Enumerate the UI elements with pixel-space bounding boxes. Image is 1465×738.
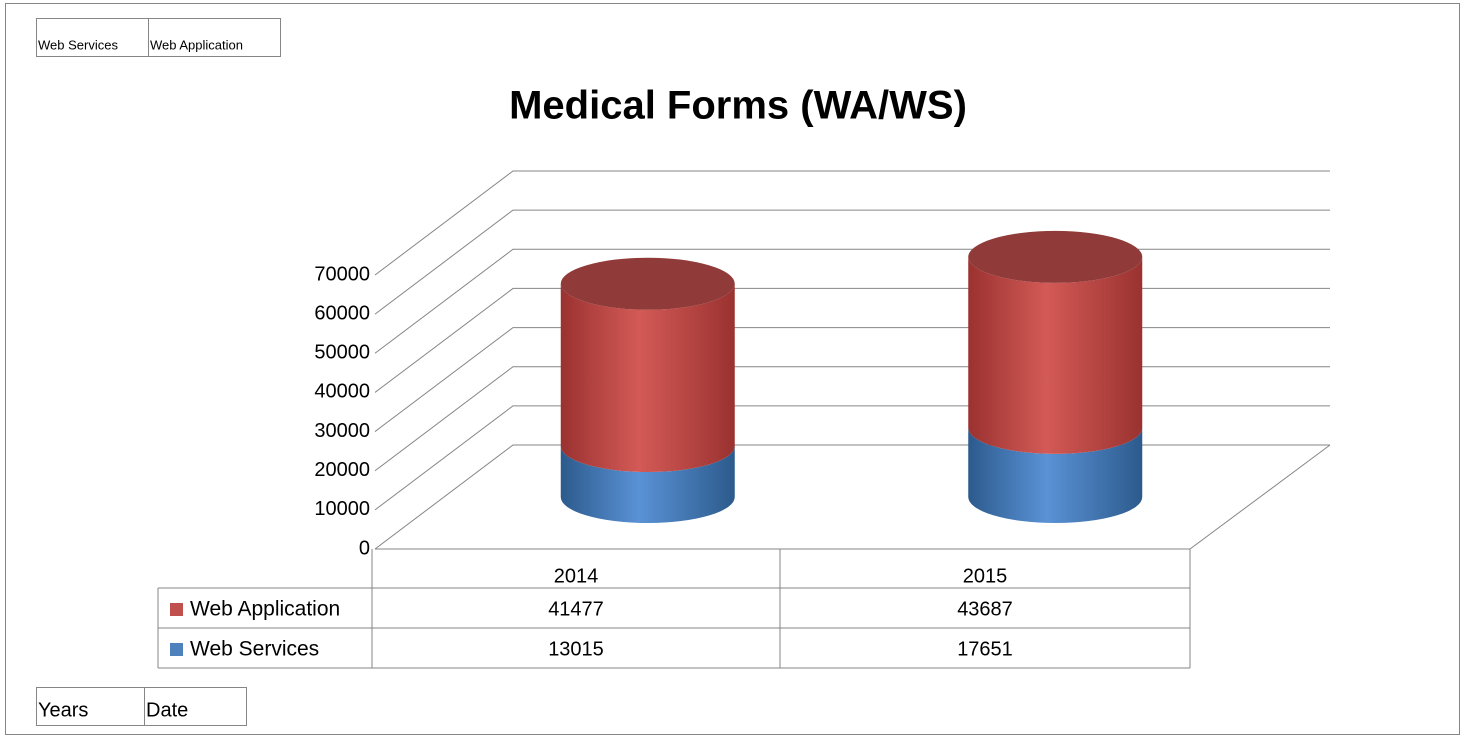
chart-title: Medical Forms (WA/WS): [509, 84, 967, 128]
table-value: 13015: [548, 638, 604, 660]
y-tick-label: 30000: [314, 420, 370, 442]
field-button: [148, 18, 281, 57]
table-header: 2014: [554, 565, 599, 587]
y-tick-label: 60000: [314, 302, 370, 324]
grid-line: [374, 209, 1330, 315]
y-tick-label: 10000: [314, 498, 370, 520]
legend-key: [170, 643, 183, 656]
bar-top: [560, 257, 735, 310]
field-button: [144, 687, 247, 726]
field-button-label: Date: [146, 699, 188, 721]
bar: [968, 427, 1143, 523]
field-button-label: Web Application: [150, 37, 243, 52]
y-tick-label: 0: [359, 537, 370, 559]
table-value: 43687: [957, 598, 1013, 620]
bar-top: [968, 230, 1143, 283]
legend-key: [170, 603, 183, 616]
grid-line: [374, 170, 1330, 276]
y-tick-label: 50000: [314, 342, 370, 364]
y-tick-label: 70000: [314, 263, 370, 285]
legend-label: Web Services: [190, 638, 319, 661]
y-tick-label: 40000: [314, 381, 370, 403]
bar: [560, 446, 735, 523]
table-header: 2015: [963, 565, 1008, 587]
legend-label: Web Application: [190, 598, 340, 621]
table-value: 41477: [548, 598, 604, 620]
bar: [968, 256, 1143, 454]
field-button-label: Web Services: [38, 37, 118, 52]
field-button: [36, 18, 149, 57]
y-tick-label: 20000: [314, 459, 370, 481]
field-button-label: Years: [38, 699, 88, 721]
bar: [560, 283, 735, 473]
table-value: 17651: [957, 638, 1013, 660]
